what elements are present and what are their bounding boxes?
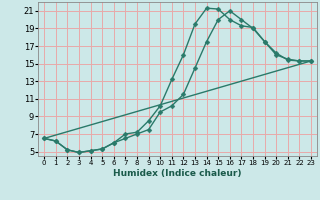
X-axis label: Humidex (Indice chaleur): Humidex (Indice chaleur) [113, 169, 242, 178]
